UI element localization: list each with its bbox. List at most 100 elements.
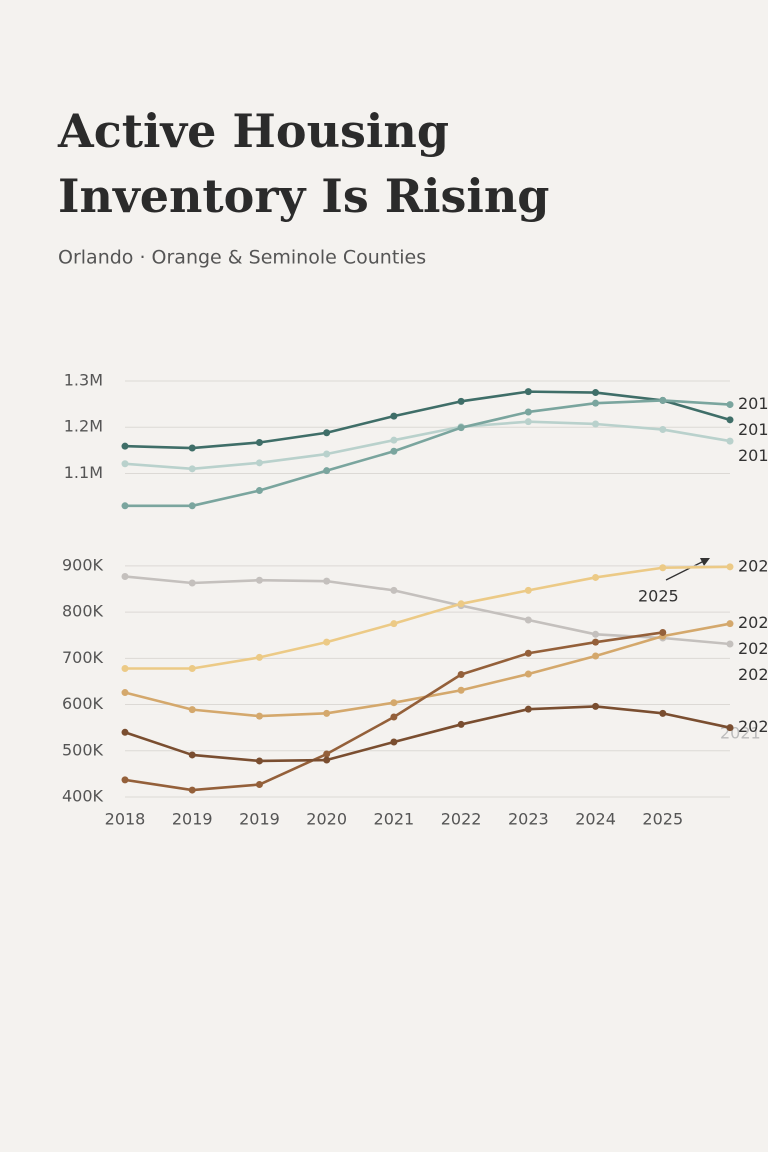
y-tick-label: 900K — [62, 555, 104, 574]
line — [124, 420, 731, 471]
annotation-arrow — [665, 559, 707, 581]
point — [323, 467, 331, 475]
point — [255, 712, 263, 720]
point — [592, 652, 600, 660]
point — [188, 751, 196, 759]
y-tick-label: 1.2M — [64, 417, 103, 436]
y-tick-label: 500K — [62, 740, 104, 759]
point — [592, 420, 600, 428]
point — [726, 563, 734, 571]
x-tick-label: 2020 — [306, 810, 347, 829]
point — [121, 776, 129, 784]
point — [323, 638, 331, 646]
point — [457, 600, 465, 608]
point — [188, 665, 196, 673]
annotation: 2025 — [638, 587, 679, 606]
y-tick-label: 700K — [62, 648, 104, 667]
point — [255, 459, 263, 467]
point — [188, 465, 196, 473]
y-tick-label: 600K — [62, 694, 104, 713]
point — [726, 416, 734, 424]
legend-label: 2017 — [738, 420, 768, 439]
point — [390, 738, 398, 746]
point — [592, 638, 600, 646]
point — [457, 671, 465, 679]
point — [524, 388, 532, 396]
point — [524, 705, 532, 713]
point — [659, 564, 667, 572]
line — [125, 399, 731, 508]
point — [255, 487, 263, 495]
point — [592, 573, 600, 581]
point — [524, 586, 532, 594]
point — [592, 389, 600, 397]
point — [121, 689, 129, 697]
legend-label: 2024 — [738, 556, 768, 575]
point — [255, 781, 263, 789]
point — [659, 396, 667, 404]
point — [390, 713, 398, 721]
x-tick-label: 2021 — [374, 810, 415, 829]
point — [726, 401, 734, 409]
point — [121, 502, 129, 510]
point — [121, 573, 129, 581]
point — [390, 699, 398, 707]
line — [124, 705, 731, 763]
point — [726, 724, 734, 732]
point — [323, 429, 331, 437]
point — [726, 640, 734, 648]
y-tick-label: 1.3M — [64, 371, 103, 390]
point — [323, 450, 331, 458]
x-tick-label: 2024 — [575, 810, 616, 829]
x-tick-label: 2019 — [239, 810, 280, 829]
point — [659, 628, 667, 636]
y-tick-label: 400K — [62, 787, 104, 806]
legend-label: 2020 — [738, 717, 768, 736]
x-tick-label: 2025 — [642, 810, 683, 829]
point — [188, 502, 196, 510]
point — [121, 442, 129, 450]
legend-label: 2023 — [738, 613, 768, 632]
line — [125, 565, 731, 670]
point — [592, 630, 600, 638]
point — [592, 399, 600, 407]
legend-label: 2022 — [738, 665, 768, 684]
line — [124, 390, 731, 450]
point — [188, 786, 196, 794]
point — [524, 418, 532, 426]
x-tick-label: 2022 — [441, 810, 482, 829]
x-tick-label: 2019 — [172, 810, 213, 829]
point — [121, 665, 129, 673]
point — [188, 579, 196, 587]
point — [390, 412, 398, 420]
y-tick-label: 800K — [62, 602, 104, 621]
point — [188, 444, 196, 452]
x-tick-label: 2023 — [508, 810, 549, 829]
point — [457, 720, 465, 728]
point — [121, 728, 129, 736]
legend-label: 2021 — [738, 639, 768, 658]
point — [121, 460, 129, 468]
annotation-arrowhead — [700, 558, 710, 566]
point — [726, 437, 734, 445]
point — [323, 709, 331, 717]
point — [659, 709, 667, 717]
point — [726, 620, 734, 628]
point — [524, 616, 532, 624]
chart-subtitle: Orlando · Orange & Seminole Counties — [58, 247, 426, 269]
point — [592, 702, 600, 710]
y-tick-label: 1.1M — [64, 463, 103, 482]
point — [323, 750, 331, 758]
chart-title: Inventory Is Rising — [58, 169, 549, 223]
x-tick-label: 2018 — [105, 810, 146, 829]
point — [390, 447, 398, 455]
point — [390, 620, 398, 628]
point — [323, 756, 331, 764]
point — [255, 438, 263, 446]
legend-label: 2018 — [738, 446, 768, 465]
point — [390, 436, 398, 444]
point — [255, 757, 263, 765]
legend-label: 2019 — [738, 394, 768, 413]
point — [188, 706, 196, 714]
